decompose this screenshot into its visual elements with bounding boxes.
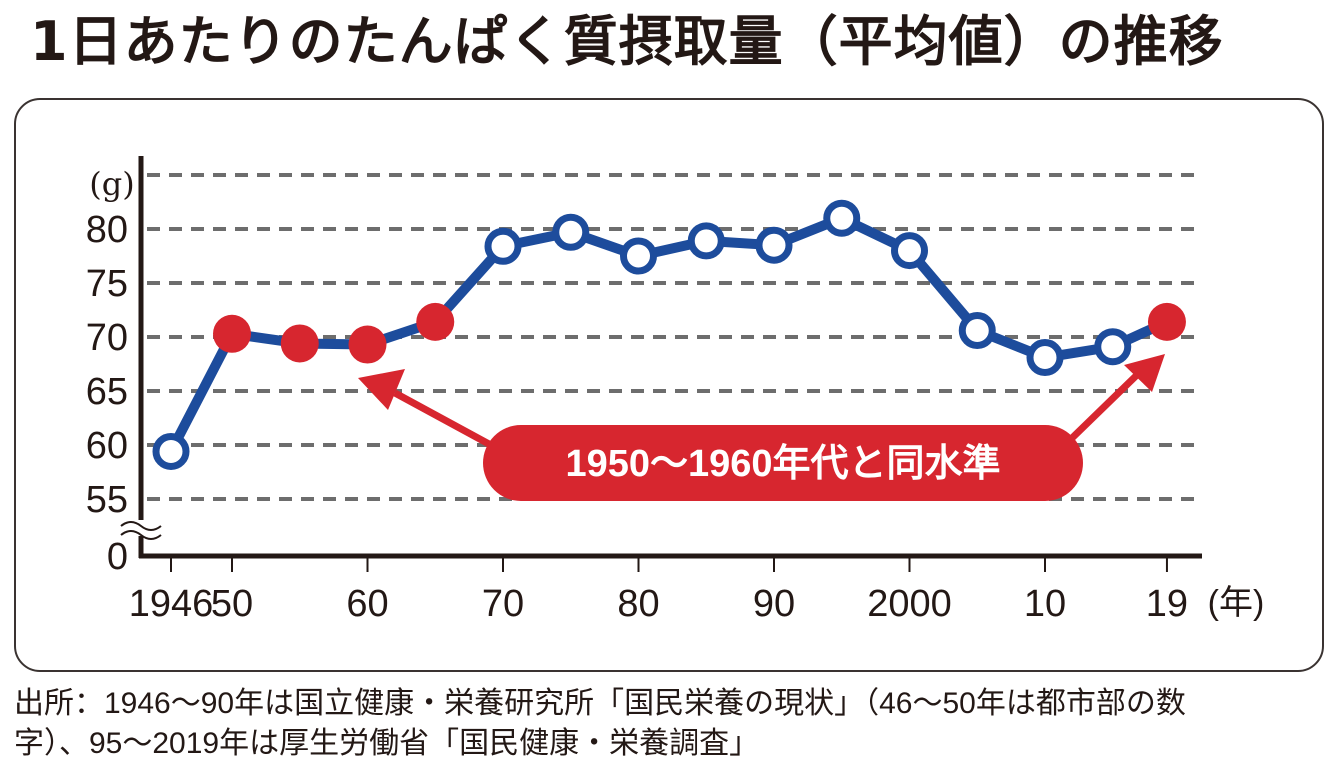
source-footnote: 出所：1946〜90年は国立健康・栄養研究所「国民栄養の現状」（46〜50年は都… <box>14 684 1334 764</box>
chart-panel <box>14 98 1324 672</box>
y-axis-unit-label: (g) <box>89 165 134 203</box>
annotation-box <box>483 425 1083 501</box>
y-tick-label: 80 <box>86 209 128 251</box>
x-tick-label: 90 <box>753 583 795 625</box>
y-tick-label: 60 <box>86 425 128 467</box>
x-tick-label: 1946 <box>129 583 214 625</box>
axis-break-wave <box>120 530 162 540</box>
axes <box>138 156 1202 559</box>
data-point <box>687 222 725 260</box>
y-tick-label: 0 <box>107 536 128 578</box>
axis-break-wave <box>120 521 162 531</box>
data-point <box>755 226 793 264</box>
y-tick-label: 70 <box>86 317 128 359</box>
x-tick-label: 70 <box>482 583 524 625</box>
x-axis-unit-label: (年) <box>1208 584 1265 622</box>
chart-title: 1日あたりのたんぱく質摂取量（平均値）の推移 <box>30 10 1224 73</box>
data-point <box>1094 328 1132 366</box>
y-tick-labels: 80 75 70 65 60 55 0 <box>86 209 128 578</box>
footnote-line-1: 出所：1946〜90年は国立健康・栄養研究所「国民栄養の現状」（46〜50年は都… <box>14 687 1186 720</box>
arrow-right-head <box>1124 354 1165 392</box>
data-point <box>1026 339 1064 377</box>
data-point-highlighted <box>1147 302 1186 341</box>
x-tick-label: 50 <box>211 583 253 625</box>
data-point <box>552 213 590 251</box>
data-point-highlighted <box>213 314 251 353</box>
data-point <box>823 199 861 237</box>
axis-break-icon <box>120 520 162 540</box>
arrow-right-shaft <box>1067 369 1143 443</box>
footnote-line-2: 字）、95〜2019年は厚生労働省「国民健康・栄養調査」 <box>14 727 760 760</box>
arrow-left-head <box>358 369 405 410</box>
y-tick-label: 75 <box>86 263 128 305</box>
data-point-highlighted <box>416 302 455 341</box>
annotation-callout: 1950〜1960年代と同水準 <box>483 425 1083 501</box>
data-series <box>152 199 1186 470</box>
series-line <box>166 213 1170 454</box>
data-point <box>484 227 522 265</box>
x-tick-label: 10 <box>1024 583 1066 625</box>
data-point <box>152 432 190 470</box>
x-tick-label: 60 <box>346 583 388 625</box>
annotation-arrows <box>358 354 1165 454</box>
data-point-highlighted <box>280 324 319 363</box>
arrow-left-shaft <box>393 389 502 454</box>
data-point-highlighted <box>348 325 387 364</box>
data-point <box>891 232 928 270</box>
x-tick-label: 2000 <box>867 583 952 625</box>
x-tick-label: 19 <box>1146 583 1188 625</box>
data-point <box>958 312 996 350</box>
annotation-text: 1950〜1960年代と同水準 <box>565 443 1000 485</box>
data-point <box>620 237 657 275</box>
y-tick-label: 55 <box>86 479 128 521</box>
y-tick-label: 65 <box>86 371 128 413</box>
x-tick-label: 80 <box>617 583 659 625</box>
